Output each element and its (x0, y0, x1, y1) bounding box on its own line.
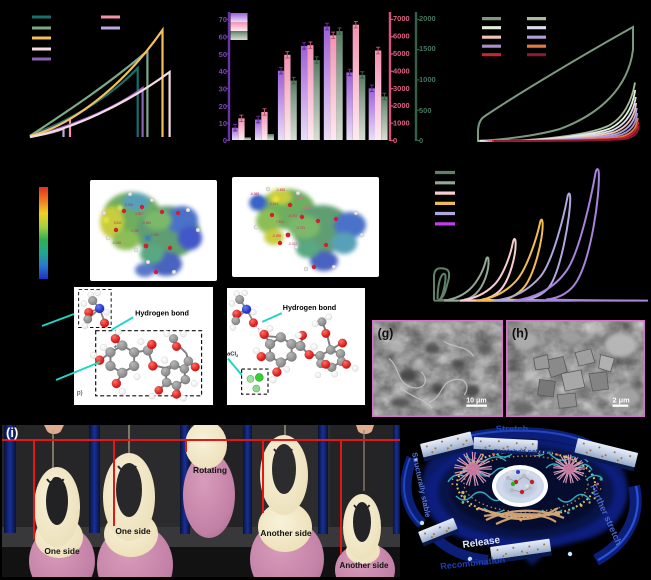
svg-text:30: 30 (219, 85, 227, 94)
svg-text:-0.050: -0.050 (150, 233, 159, 237)
svg-text:p): p) (77, 389, 83, 396)
svg-text:7.533: 7.533 (276, 220, 284, 224)
svg-text:3.367: 3.367 (135, 212, 143, 216)
svg-text:2000: 2000 (393, 101, 410, 110)
svg-text:0.404: 0.404 (270, 202, 278, 206)
svg-text:20: 20 (219, 102, 227, 111)
svg-text:500: 500 (419, 106, 432, 115)
svg-text:aCl2: aCl2 (227, 352, 238, 358)
svg-text:0: 0 (393, 136, 397, 145)
svg-text:0: 0 (419, 136, 423, 145)
svg-text:-1.404: -1.404 (294, 196, 303, 200)
svg-text:Hydrogen bond: Hydrogen bond (283, 303, 336, 312)
svg-text:-0.299: -0.299 (130, 229, 139, 233)
svg-text:-6.068: -6.068 (250, 192, 259, 196)
svg-text:7000: 7000 (393, 14, 410, 23)
svg-text:-0.731: -0.731 (296, 226, 305, 230)
svg-text:-0.022: -0.022 (288, 242, 297, 246)
svg-text:2 μm: 2 μm (612, 396, 630, 405)
svg-text:-0.485: -0.485 (142, 221, 151, 225)
svg-text:50: 50 (219, 50, 227, 59)
svg-text:4000: 4000 (393, 67, 410, 76)
svg-text:10: 10 (219, 119, 227, 128)
svg-text:70: 70 (219, 15, 227, 24)
svg-text:Stretched network: Stretched network (493, 449, 554, 456)
svg-text:6000: 6000 (393, 32, 410, 41)
svg-text:Another side: Another side (260, 528, 312, 538)
svg-text:Recombination: Recombination (440, 555, 506, 572)
svg-text:(i): (i) (6, 425, 18, 440)
svg-text:-1.835: -1.835 (276, 188, 285, 192)
svg-text:0: 0 (223, 136, 227, 145)
svg-text:1000: 1000 (393, 119, 410, 128)
svg-text:1000: 1000 (419, 75, 436, 84)
svg-text:One side: One side (115, 526, 151, 536)
svg-text:10 μm: 10 μm (466, 397, 486, 405)
svg-text:-0.248: -0.248 (112, 241, 121, 245)
svg-text:-0.258: -0.258 (124, 203, 133, 207)
svg-text:-0.259: -0.259 (272, 234, 281, 238)
svg-text:Rotating: Rotating (193, 465, 227, 475)
svg-text:One side: One side (44, 546, 80, 556)
svg-text:40: 40 (219, 67, 227, 76)
svg-text:1500: 1500 (419, 44, 436, 53)
svg-text:60: 60 (219, 33, 227, 42)
svg-text:Release: Release (462, 535, 501, 551)
svg-text:3000: 3000 (393, 84, 410, 93)
svg-text:Another side: Another side (340, 561, 389, 570)
svg-text:Stretch: Stretch (496, 424, 529, 435)
svg-text:5000: 5000 (393, 49, 410, 58)
svg-text:-8.064: -8.064 (302, 206, 311, 210)
svg-text:(h): (h) (512, 326, 528, 340)
svg-text:8.511: 8.511 (114, 221, 122, 225)
svg-text:2000: 2000 (419, 14, 436, 23)
svg-text:-5.734: -5.734 (288, 214, 297, 218)
svg-text:Hydrogen bond: Hydrogen bond (135, 308, 189, 317)
svg-text:(g): (g) (378, 326, 394, 340)
